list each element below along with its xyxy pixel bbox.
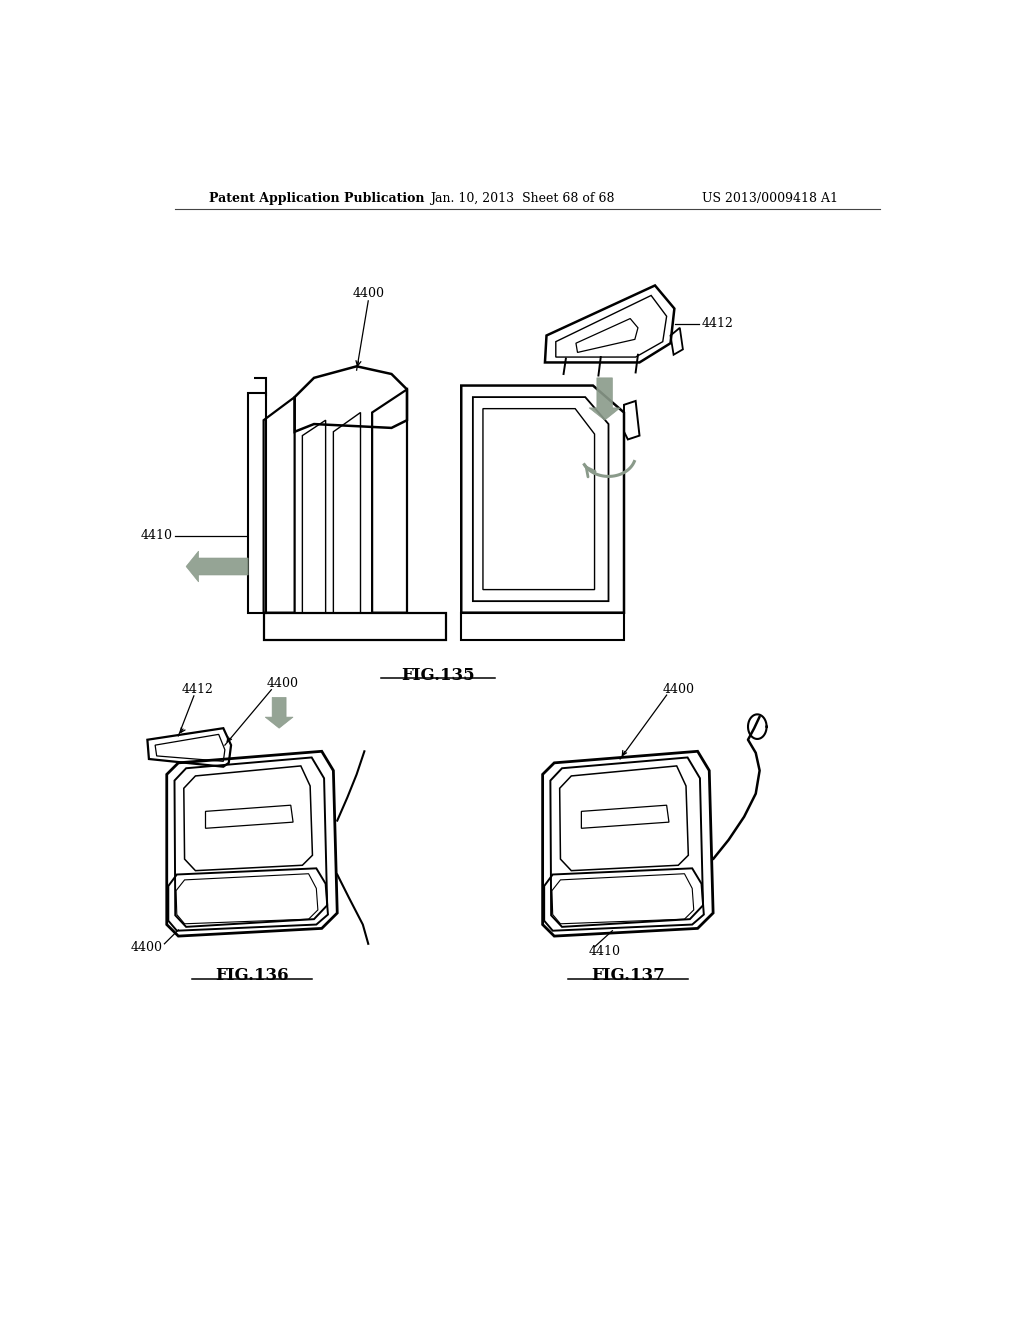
Text: FIG.135: FIG.135 [401,667,475,684]
Text: FIG.137: FIG.137 [591,966,665,983]
Polygon shape [265,697,293,729]
Text: US 2013/0009418 A1: US 2013/0009418 A1 [701,191,838,205]
Text: 4412: 4412 [701,317,733,330]
Text: 4400: 4400 [352,286,384,300]
Text: 4400: 4400 [131,941,163,954]
Text: 4410: 4410 [589,945,621,958]
Text: 4400: 4400 [267,677,299,690]
Text: Jan. 10, 2013  Sheet 68 of 68: Jan. 10, 2013 Sheet 68 of 68 [430,191,614,205]
Text: Patent Application Publication: Patent Application Publication [209,191,425,205]
Text: 4400: 4400 [663,684,694,696]
Polygon shape [186,552,248,582]
Text: 4410: 4410 [141,529,173,543]
Text: FIG.136: FIG.136 [215,966,289,983]
Text: 4412: 4412 [182,684,214,696]
Polygon shape [589,378,621,420]
